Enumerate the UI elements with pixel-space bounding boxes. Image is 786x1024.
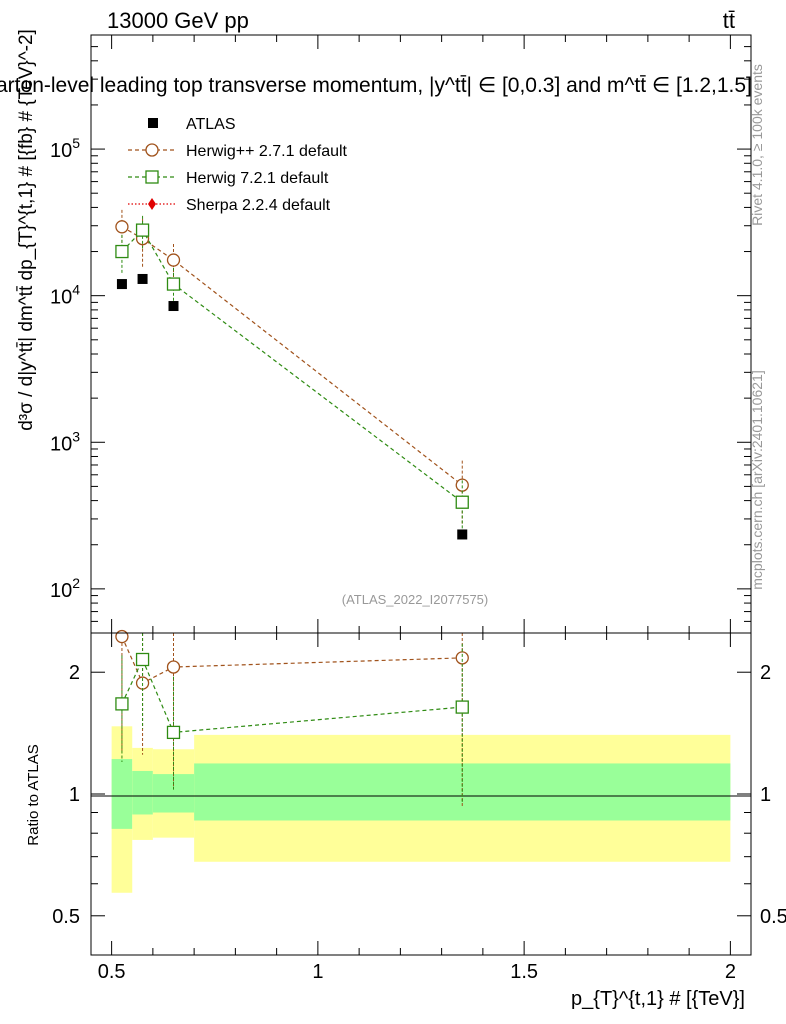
herwig7-point xyxy=(115,244,129,259)
atlas-point xyxy=(137,273,148,284)
herwig7-ratio-point xyxy=(135,652,150,667)
herwig7-line xyxy=(121,229,463,503)
band-inner xyxy=(111,759,133,829)
legend: ATLAS Herwig++ 2.7.1 default Herwig 7.2.… xyxy=(128,116,348,214)
process-label: tt̄ xyxy=(723,8,735,33)
plot-title: Parton-level leading top transverse mome… xyxy=(0,74,752,97)
ratio-tick-label-left: 2 xyxy=(69,662,80,684)
legend-atlas-marker xyxy=(148,118,158,128)
y-axis-label: d³σ / d|y^tt̄| dm^tt̄ dp_{T}^{t,1} # [{f… xyxy=(16,29,37,431)
energy-label: 13000 GeV pp xyxy=(107,8,249,33)
ratio-tick-label-right: 0.5 xyxy=(760,906,786,928)
legend-herwig7-label: Herwig 7.2.1 default xyxy=(186,170,329,187)
y-tick-label: 104 xyxy=(50,282,80,309)
herwigpp-ratio-point xyxy=(115,629,129,644)
y-tick-base: 10 xyxy=(50,287,72,309)
legend-herwigpp-marker xyxy=(145,143,159,157)
main-series xyxy=(115,209,469,540)
atlas-point xyxy=(116,279,127,290)
ratio-bands xyxy=(111,726,731,893)
herwig7-ratio-point xyxy=(166,725,181,740)
herwigpp-point xyxy=(166,253,181,267)
y-tick-label: 102 xyxy=(50,575,80,602)
y-tick-label: 103 xyxy=(50,428,80,455)
legend-atlas-label: ATLAS xyxy=(186,116,236,133)
ratio-tick-label-right: 2 xyxy=(760,662,771,684)
atlas-point xyxy=(457,529,468,540)
herwig7-point xyxy=(135,223,150,237)
ratio-axis-ticks: 0.5 0.5 1 1 2 2 xyxy=(52,662,786,928)
atlas-point xyxy=(168,301,179,312)
band-inner xyxy=(194,763,731,821)
herwigpp-ratio-point xyxy=(166,660,181,674)
x-tick-label: 1 xyxy=(312,961,323,983)
y-tick-exp: 4 xyxy=(72,282,80,298)
y-tick-exp: 5 xyxy=(72,135,80,151)
ratio-panel: 0.5 0.5 1 1 2 2 0.5 1 1.5 2 xyxy=(52,35,786,983)
herwigpp-line xyxy=(121,226,463,486)
x-axis-label: p_{T}^{t,1} # [{TeV}] xyxy=(571,988,745,1010)
legend-sherpa-marker xyxy=(148,198,156,210)
ratio-tick-label-right: 1 xyxy=(760,784,771,806)
x-tick-label: 0.5 xyxy=(98,961,126,983)
legend-herwigpp-label: Herwig++ 2.7.1 default xyxy=(186,143,348,160)
herwigpp-ratio-line xyxy=(121,636,463,684)
ratio-y-label: Ratio to ATLAS xyxy=(25,744,42,845)
y-tick-exp: 2 xyxy=(72,575,80,591)
rivet-label: Rivet 4.1.0, ≥ 100k events xyxy=(749,64,765,226)
y-tick-base: 10 xyxy=(50,140,72,162)
y-tick-label: 105 xyxy=(50,135,80,162)
y-tick-exp: 3 xyxy=(72,428,80,444)
mcplots-label: mcplots.cern.ch [arXiv:2401.10621] xyxy=(749,370,765,589)
x-axis-ticks: 0.5 1 1.5 2 xyxy=(98,35,736,983)
ratio-tick-label-left: 1 xyxy=(69,784,80,806)
herwig7-ratio-point xyxy=(115,697,129,711)
legend-sherpa-label: Sherpa 2.2.4 default xyxy=(186,197,331,214)
x-tick-label: 2 xyxy=(725,961,736,983)
ratio-tick-label-left: 0.5 xyxy=(52,906,80,928)
herwig7-point xyxy=(166,277,181,291)
y-tick-base: 10 xyxy=(50,580,72,602)
herwig7-point xyxy=(455,495,469,509)
herwigpp-ratio-point xyxy=(455,651,469,665)
analysis-watermark: (ATLAS_2022_I2077575) xyxy=(342,592,488,607)
herwig7-ratio-point xyxy=(455,700,469,714)
herwig7-ratio-line xyxy=(121,658,463,734)
x-tick-label: 1.5 xyxy=(510,961,538,983)
ratio-series xyxy=(115,629,469,807)
herwigpp-point xyxy=(115,220,129,234)
y-tick-base: 10 xyxy=(50,433,72,455)
legend-herwig7-marker xyxy=(145,170,159,184)
band-inner xyxy=(132,770,153,815)
